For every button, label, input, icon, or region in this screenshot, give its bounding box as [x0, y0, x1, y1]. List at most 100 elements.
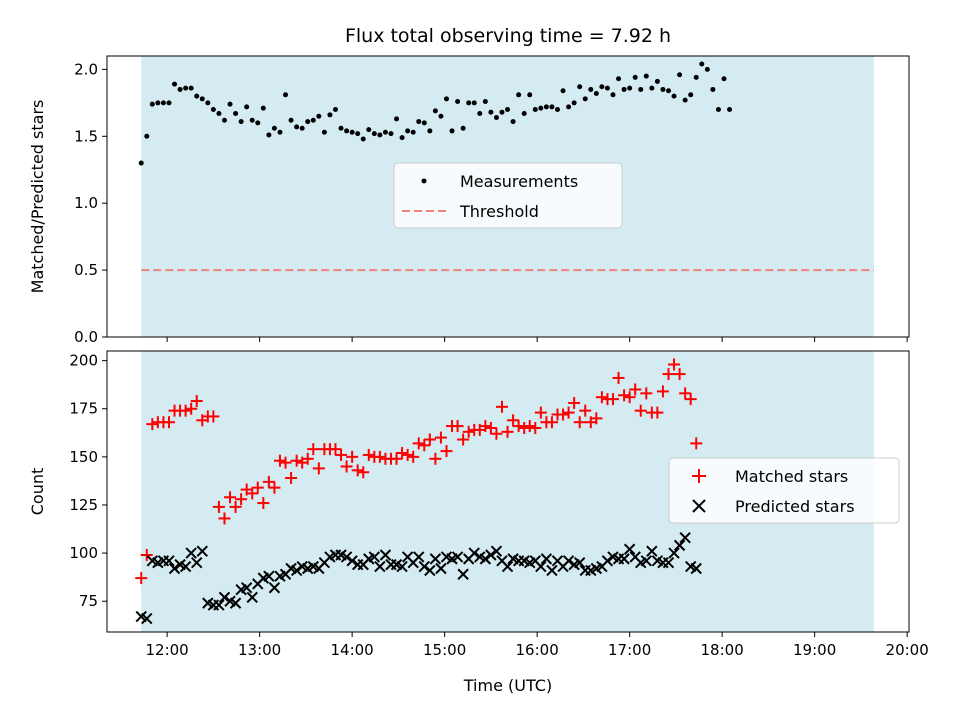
matched-stars-point: [285, 472, 298, 485]
matched-stars-point: [390, 452, 403, 465]
measurement-point: [604, 85, 610, 91]
measurement-point: [427, 128, 433, 134]
matched-stars-point: [418, 439, 431, 452]
predicted-stars-point: [413, 551, 425, 563]
predicted-stars-legend-marker: [692, 499, 706, 513]
measurement-point: [149, 101, 155, 107]
measurement-point: [499, 109, 505, 115]
measurement-point: [577, 84, 583, 90]
measurement-point: [371, 131, 377, 137]
predicted-stars-point: [646, 545, 658, 557]
measurement-point: [660, 86, 666, 92]
measurement-point: [677, 72, 683, 78]
matched-stars-point: [218, 512, 231, 525]
measurement-point: [244, 104, 250, 110]
measurement-point: [205, 100, 211, 106]
predicted-stars-point: [213, 599, 225, 611]
count-y-axis-label: Count: [28, 468, 47, 516]
measurement-point: [471, 100, 477, 106]
measurement-point: [138, 160, 144, 166]
x-tick-label: 16:00: [516, 641, 559, 659]
ratio-axes-frame: [106, 55, 910, 338]
matched-stars-point: [190, 395, 203, 408]
measurement-point: [516, 92, 522, 98]
x-tick-label: 17:00: [608, 641, 651, 659]
measurement-point: [466, 100, 472, 106]
measurement-point: [727, 107, 733, 113]
counts-axes-frame: [106, 350, 910, 633]
matched-stars-point: [246, 487, 259, 500]
matched-stars-point: [429, 452, 442, 465]
measurement-point: [405, 128, 411, 134]
predicted-stars-point: [673, 539, 686, 552]
matched-stars-point: [612, 371, 625, 384]
matched-stars-point: [606, 393, 619, 406]
counts-y-tick-label: 75: [79, 592, 98, 610]
measurement-point: [627, 85, 633, 91]
matched-stars-point: [640, 387, 653, 400]
ratio-legend: Measurements Threshold: [393, 162, 623, 229]
measurement-point: [438, 113, 444, 119]
measurement-point: [310, 117, 316, 123]
predicted-stars-point: [690, 562, 702, 575]
counts-legend: Matched stars Predicted stars: [668, 457, 900, 524]
measurement-point: [382, 129, 388, 135]
measurement-point: [216, 111, 222, 117]
measurement-point: [260, 105, 266, 111]
matched-stars-point: [396, 447, 409, 460]
measurement-point: [283, 92, 289, 98]
matched-stars-point: [623, 391, 636, 404]
matched-stars-point: [495, 400, 508, 413]
measurement-point: [349, 129, 355, 135]
ratio-y-tick-label: 2.0: [74, 60, 98, 78]
predicted-stars-point: [229, 597, 242, 609]
measurement-point: [271, 125, 277, 131]
matched-stars-point: [329, 443, 342, 456]
measurement-point: [643, 73, 649, 79]
matched-stars-point: [440, 445, 453, 458]
chart-title: Flux total observing time = 7.92 h: [345, 25, 671, 47]
x-axis-label: Time (UTC): [463, 676, 552, 695]
matched-stars-point: [401, 448, 414, 461]
predicted-stars-point: [163, 555, 175, 567]
measurement-point: [410, 129, 416, 135]
measurement-point: [177, 86, 183, 92]
matched-stars-point: [251, 481, 264, 494]
x-tick-label: 19:00: [793, 641, 836, 659]
predicted-stars-point: [535, 560, 547, 573]
ratio-y-tick-label: 0.5: [74, 261, 98, 279]
predicted-stars-point: [268, 582, 281, 594]
measurement-point: [632, 74, 638, 80]
measurement-point: [588, 86, 594, 92]
predicted-stars-point: [546, 564, 558, 577]
matched-stars-point: [257, 497, 270, 510]
measurement-point: [394, 116, 400, 122]
counts-y-tick-label: 150: [69, 448, 98, 466]
measurement-point: [693, 74, 699, 80]
predicted-stars-point: [168, 562, 181, 575]
predicted-stars-point: [418, 560, 430, 573]
predicted-stars-point: [424, 564, 436, 577]
matched-stars-point: [279, 456, 292, 469]
predicted-stars-point: [179, 560, 192, 573]
measurement-point: [294, 124, 300, 130]
measurement-point: [566, 104, 572, 110]
matched-stars-point: [307, 443, 320, 456]
matched-stars-point: [529, 421, 542, 434]
predicted-stars-point: [346, 555, 358, 567]
measurement-point: [305, 119, 311, 125]
ratio-y-tick-label: 1.5: [74, 127, 98, 145]
measurement-point: [355, 131, 361, 137]
measurement-point: [460, 125, 466, 131]
measurement-point: [299, 125, 305, 131]
predicted-stars-point: [196, 545, 208, 557]
measurement-point: [554, 107, 560, 113]
matched-stars-legend-marker: [692, 469, 706, 483]
matched-stars-point: [462, 425, 475, 438]
measurement-point: [488, 109, 494, 115]
matched-stars-point: [512, 420, 525, 433]
measurement-point: [482, 98, 488, 104]
matched-stars-point: [373, 450, 386, 463]
predicted-stars-point: [485, 549, 497, 561]
